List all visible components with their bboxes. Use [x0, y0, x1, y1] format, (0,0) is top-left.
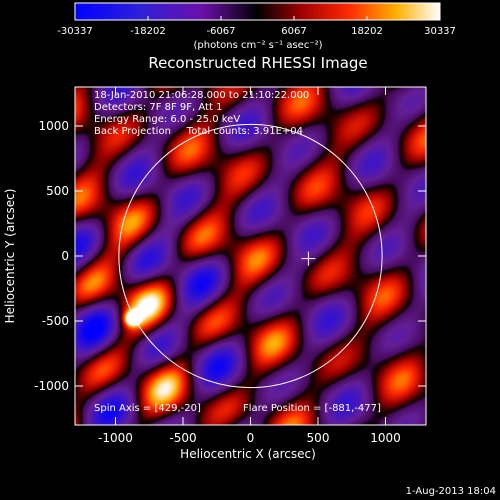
x-tick-label: -1000	[98, 431, 133, 445]
chart-title: Reconstructed RHESSI Image	[148, 54, 367, 72]
info-line-time: 18-Jan-2010 21:06:28.000 to 21:10:22.000	[94, 90, 309, 101]
footer-timestamp: 1-Aug-2013 18:04	[406, 486, 496, 497]
y-tick-label: 0	[61, 249, 69, 263]
colorbar	[74, 2, 441, 21]
y-axis-title: Heliocentric Y (arcsec)	[3, 189, 17, 324]
x-tick-label: 500	[307, 431, 330, 445]
colorbar-tick-label: -6067	[206, 26, 235, 37]
y-tick-label: -1000	[34, 379, 69, 393]
colorbar-units-label: (photons cm⁻² s⁻¹ asec⁻²)	[193, 40, 322, 51]
heatmap-image	[75, 87, 426, 425]
y-tick-label: 500	[46, 184, 69, 198]
solar-disk-circle	[118, 123, 383, 389]
flare-position-label: Flare Position = [-881,-477]	[243, 403, 381, 414]
spin-axis-cross-icon	[301, 251, 316, 266]
x-axis-ticks: -1000 -500 0 500 1000	[98, 87, 401, 445]
heatmap-raster	[75, 87, 426, 425]
colorbar-tick-label: -18202	[130, 26, 165, 37]
colorbar-tick-label: 6067	[281, 26, 306, 37]
x-tick-label: -500	[169, 431, 196, 445]
info-line-detectors: Detectors: 7F 8F 9F, Att 1	[94, 102, 222, 113]
info-line-method-counts: Back Projection Total counts: 3.91E+04	[94, 126, 303, 137]
info-line-energy: Energy Range: 6.0 - 25.0 keV	[94, 114, 240, 125]
y-axis-ticks: -1000 -500 0 500 1000	[34, 119, 426, 393]
colorbar-tick-label: 18202	[351, 26, 383, 37]
colorbar-tick-label: -30337	[57, 26, 92, 37]
y-tick-label: 1000	[38, 119, 69, 133]
x-tick-label: 1000	[370, 431, 401, 445]
colorbar-ticks: -30337 -18202 -6067 6067 18202 30337	[57, 16, 456, 37]
colorbar-tick-label: 30337	[424, 26, 456, 37]
x-axis-title: Heliocentric X (arcsec)	[180, 447, 316, 461]
x-tick-label: 0	[247, 431, 255, 445]
spin-axis-label: Spin Axis = [429,-20]	[94, 403, 201, 414]
y-tick-label: -500	[42, 314, 69, 328]
